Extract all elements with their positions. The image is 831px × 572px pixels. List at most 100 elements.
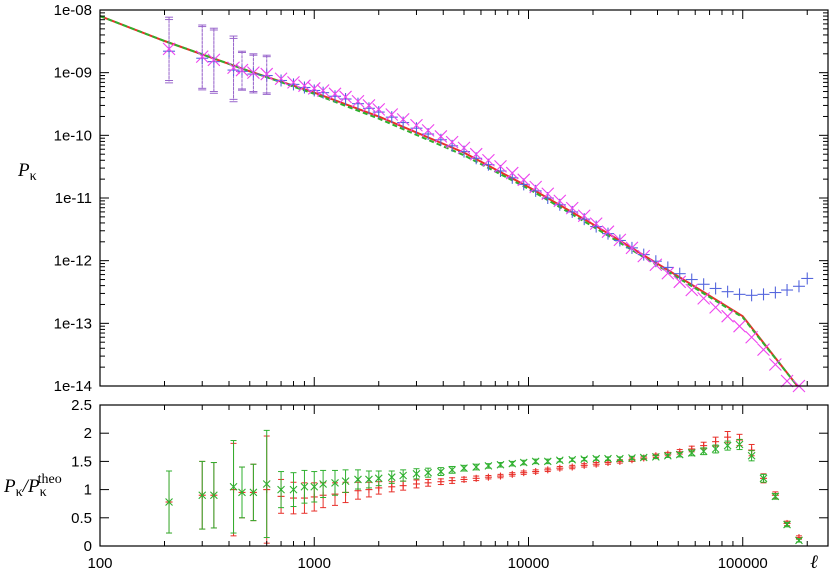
- marker-x: [541, 187, 555, 201]
- marker-x: [331, 478, 339, 487]
- bottom-y-axis-label: Pκ/Pκtheo: [3, 472, 62, 500]
- data-point: [543, 457, 552, 466]
- data-point: [544, 466, 552, 474]
- marker-x: [316, 84, 330, 97]
- marker-x: [249, 488, 258, 497]
- data-point: [780, 374, 794, 388]
- x-tick-label: 1000: [298, 555, 331, 572]
- data-point: [568, 455, 577, 464]
- data-point: [387, 470, 396, 484]
- y-tick-label: 1e-10: [54, 127, 92, 144]
- data-point: [781, 284, 794, 297]
- data-point: [733, 319, 746, 333]
- data-point: [637, 249, 651, 263]
- marker-x: [238, 488, 246, 497]
- marker-x: [711, 445, 720, 453]
- data-point: [553, 194, 567, 208]
- data-point: [385, 108, 399, 121]
- data-point: [410, 118, 423, 132]
- y-tick-label: 2: [84, 425, 92, 442]
- data-point: [374, 470, 383, 487]
- marker-x: [601, 225, 615, 239]
- y-tick-label: 0: [84, 538, 92, 555]
- data-point: [604, 454, 612, 463]
- marker-x: [771, 492, 780, 501]
- data-point: [437, 478, 445, 486]
- marker-x: [445, 135, 459, 149]
- data-point: [508, 459, 517, 468]
- data-point: [625, 241, 639, 255]
- data-point: [385, 111, 398, 124]
- data-point: [351, 94, 365, 108]
- data-point: [229, 440, 238, 534]
- data-point: [747, 450, 756, 462]
- data-point: [592, 454, 601, 463]
- marker-x: [469, 147, 483, 161]
- marker-x: [723, 441, 732, 450]
- data-point: [235, 50, 249, 90]
- data-point: [372, 106, 385, 119]
- data-point: [697, 278, 710, 291]
- x-tick-label: 100000: [718, 555, 768, 572]
- marker-x: [310, 482, 319, 491]
- data-point: [300, 469, 309, 504]
- data-point: [316, 84, 330, 97]
- data-point: [508, 470, 516, 478]
- data-point: [460, 464, 468, 473]
- data-point: [396, 112, 410, 126]
- data-point: [529, 180, 543, 194]
- data-point: [601, 227, 614, 240]
- y-tick-label: 1e-11: [55, 190, 92, 207]
- y-tick-label: 1: [84, 482, 92, 499]
- x-axis-label: ℓ: [810, 552, 818, 572]
- data-point: [628, 454, 636, 462]
- marker-x: [531, 457, 540, 466]
- data-point: [613, 233, 627, 247]
- data-point: [673, 267, 686, 280]
- data-point: [792, 280, 805, 293]
- marker-x: [287, 75, 300, 89]
- data-point: [227, 35, 240, 100]
- data-point: [555, 456, 564, 465]
- data-point: [351, 97, 364, 110]
- marker-x: [783, 520, 791, 529]
- bottom-series-group: [165, 429, 803, 545]
- marker-x: [227, 61, 240, 75]
- data-point: [637, 248, 650, 261]
- data-point: [457, 141, 471, 155]
- data-point: [768, 358, 782, 371]
- marker-x: [262, 480, 271, 488]
- y-tick-label: 2.5: [71, 397, 92, 414]
- marker-x: [663, 451, 672, 460]
- data-point: [209, 462, 218, 529]
- data-point: [277, 471, 285, 509]
- data-point: [649, 258, 663, 272]
- data-point: [685, 273, 698, 286]
- marker-x: [604, 454, 612, 463]
- data-point: [207, 27, 221, 93]
- data-point: [484, 462, 493, 470]
- marker-x: [543, 457, 552, 466]
- marker-x: [697, 292, 711, 305]
- marker-x: [399, 471, 408, 480]
- data-point: [287, 75, 300, 89]
- marker-x: [460, 464, 468, 473]
- data-point: [227, 37, 240, 103]
- data-point: [445, 135, 459, 149]
- data-point: [675, 450, 684, 459]
- data-point: [494, 159, 507, 173]
- data-point: [757, 288, 770, 301]
- marker-x: [424, 468, 433, 477]
- marker-x: [580, 455, 589, 464]
- data-point: [745, 289, 758, 302]
- marker-x: [795, 536, 803, 545]
- data-point: [601, 225, 615, 239]
- marker-x: [198, 491, 207, 500]
- marker-x: [365, 475, 373, 484]
- data-point: [287, 78, 300, 91]
- marker-x: [207, 53, 221, 67]
- data-point: [397, 116, 410, 129]
- data-point: [721, 285, 734, 298]
- data-point: [709, 282, 722, 295]
- data-point: [260, 54, 274, 94]
